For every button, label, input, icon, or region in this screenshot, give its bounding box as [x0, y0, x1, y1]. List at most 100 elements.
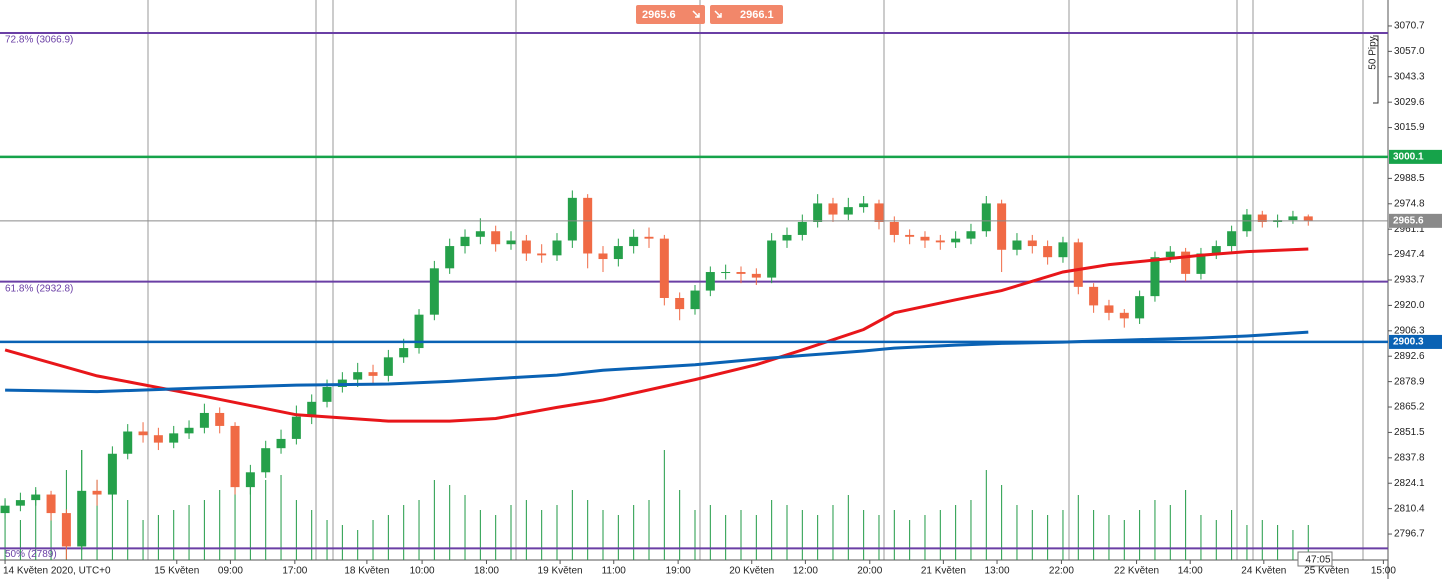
- price-tag-label: 3000.1: [1393, 152, 1424, 163]
- x-tick-label: 17:00: [282, 566, 307, 577]
- candle-body: [782, 234, 792, 241]
- x-tick-label: 20 Květen: [729, 566, 774, 577]
- x-tick-label: 22 Květen: [1114, 566, 1159, 577]
- candle-body: [123, 431, 133, 454]
- y-tick-label: 3043.3: [1394, 71, 1425, 82]
- candle-body: [291, 416, 301, 439]
- y-tick-label: 3070.7: [1394, 21, 1425, 32]
- candle-body: [491, 231, 501, 245]
- candle-body: [169, 433, 179, 443]
- x-tick-label: 21 Květen: [921, 566, 966, 577]
- candle-body: [613, 246, 623, 260]
- candle-body: [31, 494, 41, 501]
- candle-body: [15, 500, 25, 506]
- buy-arrow: [714, 10, 722, 18]
- x-tick-label: 18 Květen: [344, 566, 389, 577]
- candle-body: [935, 240, 945, 243]
- x-tick-label: 15:00: [1371, 566, 1396, 577]
- candle-body: [1104, 305, 1114, 313]
- plot-area: [0, 0, 1388, 560]
- x-tick-label: 25 Květen: [1304, 566, 1349, 577]
- candle-body: [1242, 214, 1252, 232]
- bracket: [1373, 35, 1379, 104]
- candle-body: [951, 238, 961, 243]
- candle-body: [797, 221, 807, 235]
- order-buttons: 2965.6 2966.1: [636, 5, 783, 24]
- candle-body: [184, 427, 194, 434]
- candle-body: [659, 238, 669, 298]
- candle-body: [1257, 214, 1267, 222]
- candle-body: [1119, 312, 1129, 319]
- y-tick-label: 2878.9: [1394, 376, 1425, 387]
- candle-body: [1027, 240, 1037, 247]
- candle-body: [153, 435, 163, 443]
- y-tick-label: 3015.9: [1394, 122, 1425, 133]
- candle-body: [475, 231, 485, 237]
- candle-body: [1089, 286, 1099, 306]
- candle-body: [751, 273, 761, 278]
- buy-button[interactable]: [710, 5, 783, 24]
- sell-arrow: [692, 10, 700, 18]
- y-tick-label: 3057.0: [1394, 46, 1425, 57]
- y-tick-label: 2947.4: [1394, 249, 1425, 260]
- candle-body: [920, 236, 930, 241]
- candle-body: [0, 505, 10, 514]
- buy-price: 2966.1: [740, 9, 774, 21]
- x-tick-label: 12:00: [793, 566, 818, 577]
- y-tick-label: 2988.5: [1394, 173, 1425, 184]
- price-tag-label: 2900.3: [1393, 337, 1424, 348]
- price-tag-label: 2965.6: [1393, 215, 1424, 226]
- candle-body: [1196, 253, 1206, 274]
- candle-body: [399, 348, 409, 358]
- candle-body: [644, 236, 654, 239]
- y-tick-label: 3029.6: [1394, 97, 1425, 108]
- x-tick-label: 15 Květen: [154, 566, 199, 577]
- candle-body: [905, 234, 915, 237]
- candle-body: [981, 203, 991, 232]
- countdown: 47:05: [1297, 551, 1333, 567]
- candle-body: [874, 203, 884, 222]
- candle-body: [997, 203, 1007, 250]
- x-tick-label: 24 Květen: [1241, 566, 1286, 577]
- candle-body: [307, 401, 317, 417]
- range-bracket: 50 Pipy: [1368, 35, 1379, 104]
- candle-body: [322, 386, 332, 402]
- sell-price: 2965.6: [642, 9, 676, 21]
- y-tick-label: 2906.3: [1394, 325, 1425, 336]
- candle-body: [813, 203, 823, 222]
- y-tick-label: 2837.8: [1394, 452, 1425, 463]
- sell-button[interactable]: [636, 5, 705, 24]
- candle-body: [1135, 296, 1145, 319]
- candle-body: [1150, 257, 1160, 297]
- candle-body: [767, 240, 777, 278]
- candle-body: [353, 372, 363, 380]
- candle-body: [690, 290, 700, 310]
- x-tick-label: 13:00: [985, 566, 1010, 577]
- candle-body: [567, 197, 577, 241]
- candle-body: [1288, 216, 1298, 221]
- candle-body: [107, 453, 117, 495]
- y-tick-label: 2851.5: [1394, 427, 1425, 438]
- y-tick-label: 2974.8: [1394, 198, 1425, 209]
- candle-body: [429, 268, 439, 315]
- layer: 3070.7 3057.0 3043.3 3029.6 3015.9 2988.5 2974…: [0, 21, 1442, 577]
- candle-body: [368, 372, 378, 376]
- fib-label: 72.8% (3066.9): [5, 35, 73, 46]
- x-tick-label: 19:00: [666, 566, 691, 577]
- candle-body: [230, 425, 240, 488]
- candle-body: [445, 246, 455, 269]
- candle-body: [77, 490, 87, 547]
- price-tag: [1389, 149, 1442, 164]
- candle-body: [1227, 231, 1237, 247]
- countdown-text: 47:05: [1305, 555, 1330, 566]
- x-tick-label: 20:00: [857, 566, 882, 577]
- candle-body: [1303, 216, 1313, 221]
- candle-body: [1211, 246, 1221, 254]
- x-tick-label: 18:00: [474, 566, 499, 577]
- candle-body: [629, 236, 639, 247]
- x-tick-label: 22:00: [1049, 566, 1074, 577]
- candle-body: [537, 253, 547, 256]
- x-tick-label: 14:00: [1178, 566, 1203, 577]
- candle-body: [383, 357, 393, 376]
- candle-body: [460, 236, 470, 247]
